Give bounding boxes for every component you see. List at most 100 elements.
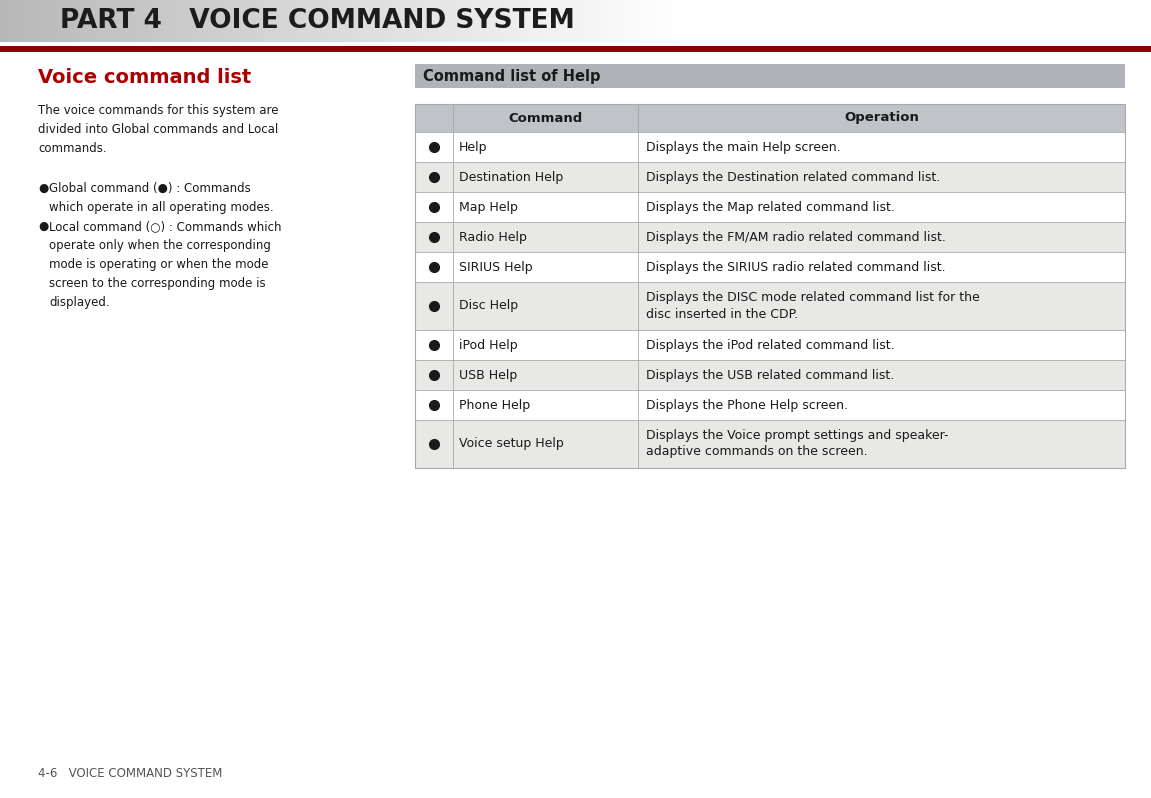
Bar bbox=[130, 0, 136, 42]
Bar bbox=[498, 0, 504, 42]
Bar bbox=[416, 222, 1125, 252]
Bar bbox=[23, 0, 29, 42]
Bar bbox=[493, 0, 498, 42]
Bar bbox=[374, 0, 380, 42]
Bar bbox=[407, 0, 413, 42]
Bar bbox=[182, 0, 186, 42]
Text: divided into Global commands and Local: divided into Global commands and Local bbox=[38, 123, 279, 136]
Bar bbox=[416, 252, 1125, 282]
Bar bbox=[416, 282, 1125, 330]
Bar bbox=[334, 0, 340, 42]
Bar bbox=[62, 0, 68, 42]
Bar bbox=[416, 390, 1125, 420]
Bar bbox=[312, 0, 318, 42]
Bar bbox=[510, 0, 516, 42]
Text: Displays the USB related command list.: Displays the USB related command list. bbox=[646, 369, 894, 381]
Bar bbox=[555, 0, 561, 42]
Bar bbox=[566, 0, 572, 42]
Text: Radio Help: Radio Help bbox=[459, 231, 527, 243]
Text: USB Help: USB Help bbox=[459, 369, 517, 381]
Bar bbox=[12, 0, 17, 42]
Bar bbox=[419, 0, 425, 42]
Bar bbox=[39, 0, 45, 42]
Bar bbox=[416, 330, 1125, 360]
Bar bbox=[277, 0, 283, 42]
Text: Map Help: Map Help bbox=[459, 200, 518, 214]
Bar bbox=[430, 0, 436, 42]
Bar bbox=[215, 0, 221, 42]
Bar bbox=[612, 0, 618, 42]
Bar bbox=[250, 0, 256, 42]
Bar bbox=[323, 0, 329, 42]
Text: Displays the DISC mode related command list for the: Displays the DISC mode related command l… bbox=[646, 291, 980, 305]
Bar bbox=[680, 0, 1151, 42]
Bar bbox=[340, 0, 345, 42]
Bar bbox=[416, 162, 1125, 192]
Bar bbox=[45, 0, 51, 42]
Text: Voice command list: Voice command list bbox=[38, 68, 251, 87]
Bar bbox=[416, 390, 1125, 420]
Bar bbox=[416, 104, 1125, 132]
Bar bbox=[306, 0, 312, 42]
Text: Destination Help: Destination Help bbox=[459, 171, 563, 184]
Bar bbox=[380, 0, 386, 42]
Bar bbox=[646, 0, 651, 42]
Text: Command list of Help: Command list of Help bbox=[424, 69, 601, 84]
Bar bbox=[416, 360, 1125, 390]
Bar bbox=[550, 0, 555, 42]
Bar bbox=[295, 0, 300, 42]
Bar bbox=[256, 0, 260, 42]
Text: displayed.: displayed. bbox=[49, 296, 109, 309]
Bar bbox=[74, 0, 79, 42]
Bar bbox=[539, 0, 544, 42]
Bar bbox=[124, 0, 130, 42]
Bar bbox=[238, 0, 244, 42]
Bar bbox=[233, 0, 238, 42]
Bar bbox=[416, 162, 1125, 192]
Text: Operation: Operation bbox=[844, 112, 918, 124]
Bar bbox=[416, 132, 1125, 162]
Bar bbox=[504, 0, 510, 42]
Bar bbox=[442, 0, 448, 42]
Bar bbox=[663, 0, 669, 42]
Bar bbox=[471, 0, 477, 42]
Bar bbox=[204, 0, 209, 42]
Bar bbox=[578, 0, 584, 42]
Bar bbox=[416, 282, 1125, 330]
Text: The voice commands for this system are: The voice commands for this system are bbox=[38, 104, 279, 117]
Bar bbox=[68, 0, 74, 42]
Bar bbox=[56, 0, 62, 42]
Bar bbox=[459, 0, 465, 42]
Bar bbox=[403, 0, 407, 42]
Bar bbox=[481, 0, 487, 42]
Bar bbox=[584, 0, 589, 42]
Bar bbox=[102, 0, 108, 42]
Bar bbox=[416, 104, 1125, 468]
Bar bbox=[397, 0, 403, 42]
Bar bbox=[413, 0, 419, 42]
Bar bbox=[29, 0, 35, 42]
Bar bbox=[91, 0, 97, 42]
Bar bbox=[416, 132, 1125, 162]
Bar bbox=[79, 0, 85, 42]
Bar bbox=[561, 0, 566, 42]
Bar bbox=[351, 0, 357, 42]
Bar bbox=[6, 0, 12, 42]
Text: Command: Command bbox=[509, 112, 582, 124]
Bar bbox=[572, 0, 578, 42]
Bar bbox=[669, 0, 674, 42]
Text: commands.: commands. bbox=[38, 142, 107, 155]
Bar bbox=[147, 0, 153, 42]
Bar bbox=[634, 0, 640, 42]
Text: mode is operating or when the mode: mode is operating or when the mode bbox=[49, 258, 268, 271]
Bar bbox=[165, 0, 170, 42]
Bar bbox=[436, 0, 442, 42]
Bar bbox=[357, 0, 363, 42]
Bar bbox=[487, 0, 493, 42]
Bar bbox=[113, 0, 119, 42]
Bar bbox=[386, 0, 391, 42]
Bar bbox=[97, 0, 102, 42]
Bar bbox=[170, 0, 176, 42]
Bar bbox=[416, 420, 1125, 468]
Bar bbox=[521, 0, 527, 42]
